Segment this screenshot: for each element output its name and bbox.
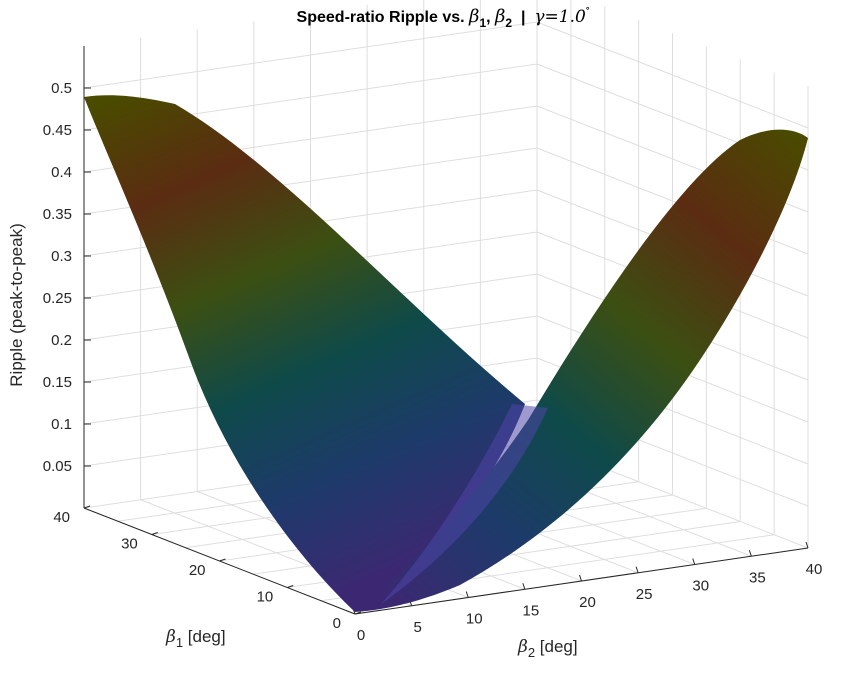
title-degree: ° bbox=[586, 5, 590, 15]
y-tick-mark bbox=[83, 505, 91, 509]
z-tick-label: 0.2 bbox=[51, 332, 72, 349]
title-beta1-sub: 1 bbox=[479, 16, 486, 30]
x-tick-label: 5 bbox=[413, 619, 421, 636]
z-tick-label: 0.05 bbox=[43, 458, 72, 475]
x-tick-label: 35 bbox=[749, 569, 766, 586]
y-tick-label: 20 bbox=[189, 562, 206, 579]
z-tick-label: 0.15 bbox=[43, 374, 72, 391]
z-tick-label: 0.1 bbox=[51, 416, 72, 433]
z-tick-label: 0.4 bbox=[51, 164, 72, 181]
z-axis-label: Ripple (peak-to-peak) bbox=[7, 223, 26, 386]
surface-right-sheet bbox=[355, 129, 808, 612]
x-label-sub: 2 bbox=[528, 645, 535, 660]
z-tick-label: 0.45 bbox=[43, 122, 72, 139]
tick-labels: 0.05 0.1 0.15 0.2 0.25 0.3 0.35 0.4 0.45 0.5 0 10 20… bbox=[43, 80, 823, 644]
title-beta1-symbol: β bbox=[468, 6, 479, 27]
x-tick-label: 40 bbox=[806, 561, 823, 578]
z-tick-label: 0.3 bbox=[51, 248, 72, 265]
x-tick-label: 15 bbox=[523, 602, 540, 619]
grid-line bbox=[83, 21, 809, 129]
x-tick-label: 20 bbox=[579, 594, 596, 611]
y-tick-mark bbox=[219, 558, 226, 562]
y-tick-label: 0 bbox=[333, 615, 341, 632]
x-tick-mark bbox=[522, 583, 526, 590]
x-tick-mark bbox=[692, 558, 696, 565]
x-tick-label: 30 bbox=[692, 578, 709, 595]
x-tick-label: 0 bbox=[357, 627, 365, 644]
surface-valley-edge bbox=[380, 404, 548, 605]
axes-box bbox=[83, 46, 809, 615]
y-label-symbol: β bbox=[165, 627, 176, 647]
x-tick-label: 25 bbox=[636, 586, 653, 603]
y-tick-label: 30 bbox=[121, 536, 138, 553]
x-tick-mark bbox=[805, 541, 809, 549]
plot-title: Speed-ratio Ripple vs. β1, β2 | γ=1.0° bbox=[297, 5, 590, 30]
title-beta2-sub: 2 bbox=[505, 16, 512, 30]
y-tick-mark bbox=[354, 611, 362, 615]
x-tick-mark bbox=[748, 550, 752, 557]
title-beta2-symbol: β bbox=[494, 6, 505, 27]
y-label-sub: 1 bbox=[176, 635, 183, 650]
y-axis-label: β1 [deg] bbox=[165, 627, 226, 650]
x-label-symbol: β bbox=[517, 637, 528, 657]
x-label-unit: [deg] bbox=[535, 637, 578, 656]
title-separator: , bbox=[486, 9, 495, 26]
svg-text:Speed-ratio Ripple vs. β1, β2: Speed-ratio Ripple vs. β1, β2 | γ=1.0° bbox=[297, 5, 590, 30]
x-tick-mark bbox=[465, 591, 469, 598]
y-tick-label: 40 bbox=[53, 509, 70, 526]
title-gamma: γ=1.0 bbox=[534, 7, 586, 27]
surface-left-highlight bbox=[84, 95, 525, 612]
title-pipe: | bbox=[512, 9, 534, 26]
y-tick-mark bbox=[287, 585, 294, 588]
y-tick-mark bbox=[151, 532, 158, 535]
surface-shapes bbox=[84, 95, 808, 612]
z-tick-label: 0.35 bbox=[43, 206, 72, 223]
z-tick-label: 0.25 bbox=[43, 290, 72, 307]
x-tick-mark bbox=[579, 574, 582, 582]
y-label-unit: [deg] bbox=[183, 627, 226, 646]
grid-line bbox=[83, 63, 809, 171]
x-axis-label: β2 [deg] bbox=[517, 637, 578, 660]
x-tick-label: 10 bbox=[466, 611, 483, 628]
z-tick-label: 0.5 bbox=[51, 80, 72, 97]
y-tick-label: 10 bbox=[257, 589, 274, 606]
title-prefix: Speed-ratio Ripple vs. bbox=[297, 9, 469, 26]
x-tick-mark bbox=[635, 566, 639, 573]
